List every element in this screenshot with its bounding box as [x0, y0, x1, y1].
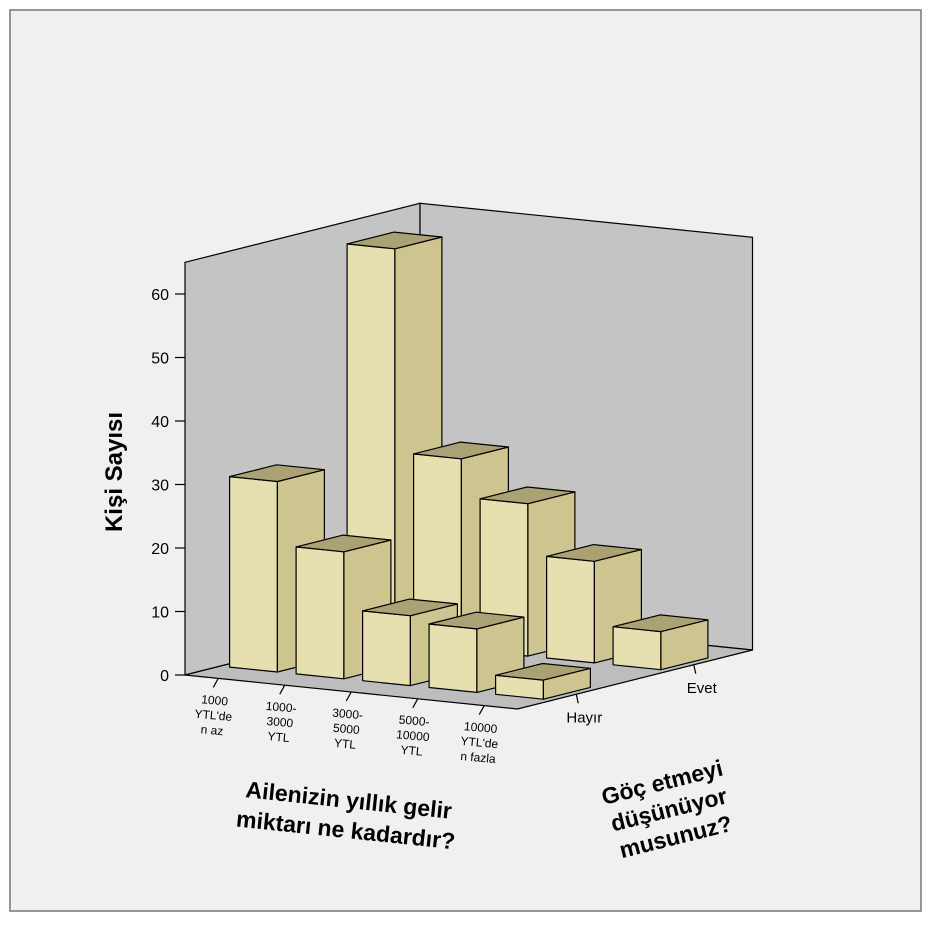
bar-hayır-5: [495, 662, 592, 700]
bar-top-face: [346, 231, 443, 250]
x-tick-label-line: YTL: [400, 743, 423, 759]
bar-top-face: [428, 611, 525, 630]
x-tick-label: 1000YTL'den az: [193, 692, 235, 739]
bar-front-face: [295, 546, 345, 680]
bar-front-face: [362, 610, 411, 687]
y-tick-label: 60: [151, 287, 169, 304]
x-tick-mark: [412, 698, 419, 709]
bar-top-face: [413, 441, 509, 460]
y-axis: 0 10 20 30 40 50 60: [151, 287, 185, 685]
z-axis-tick-labels: Hayır Evet: [566, 664, 718, 726]
x-tick-label-line: YTL: [267, 729, 290, 745]
x-tick-label: 10000YTL'den fazla: [459, 719, 501, 766]
z-tick-mark: [693, 664, 697, 674]
bars: [229, 231, 709, 700]
x-tick-label-line: YTL'de: [460, 734, 499, 751]
bar-top-face: [495, 662, 592, 681]
y-tick-label: 0: [160, 668, 169, 685]
x-tick-label-line: 10000: [463, 719, 498, 736]
x-tick-label-line: 5000: [332, 721, 360, 737]
x-tick-mark: [345, 691, 352, 702]
bar-top-face: [229, 464, 325, 483]
x-tick-label-line: n fazla: [460, 749, 497, 766]
y-axis-label: Kişi Sayısı: [101, 412, 128, 532]
x-tick-label-line: 3000-: [332, 706, 364, 723]
x-tick-label-line: 1000: [201, 692, 229, 708]
x-tick-label-line: 5000-: [398, 713, 430, 730]
bar-top-face: [545, 543, 643, 562]
x-tick-label-line: 3000: [266, 714, 294, 730]
y-tick-label: 10: [151, 605, 169, 622]
x-tick-label-line: 1000-: [265, 699, 297, 716]
x-tick-label-line: 10000: [396, 727, 431, 744]
z-tick-label: Hayır: [566, 709, 602, 726]
x-tick-label-line: n az: [200, 722, 224, 738]
bar-evet-5: [612, 614, 709, 671]
x-tick-mark: [279, 684, 286, 695]
bar-top-face: [362, 598, 458, 617]
x-tick-mark: [478, 705, 485, 715]
y-tick-label: 30: [151, 478, 169, 495]
x-tick-label-line: YTL: [333, 736, 356, 752]
x-tick-label: 3000-5000YTL: [329, 706, 363, 753]
x-axis-tick-labels: 1000YTL'den az1000-3000YTL3000-5000YTL50…: [193, 678, 501, 766]
y-tick-label: 40: [151, 414, 169, 431]
x-tick-label: 1000-3000YTL: [263, 699, 297, 746]
bar-front-face: [545, 555, 596, 664]
z-tick-label: Evet: [687, 680, 718, 697]
bar-front-face: [229, 476, 278, 673]
x-tick-label: 5000-10000YTL: [394, 712, 431, 759]
z-tick-mark: [575, 694, 579, 704]
bar-evet-4: [545, 543, 643, 664]
y-tick-label: 50: [151, 351, 169, 368]
x-tick-label-line: YTL'de: [194, 707, 233, 724]
bar-top-face: [295, 534, 392, 553]
bar-top-face: [479, 486, 576, 505]
y-tick-label: 20: [151, 541, 169, 558]
bar-top-face: [612, 614, 709, 633]
bar-front-face: [612, 626, 662, 671]
x-tick-mark: [212, 678, 219, 688]
bar-front-face: [428, 623, 478, 694]
